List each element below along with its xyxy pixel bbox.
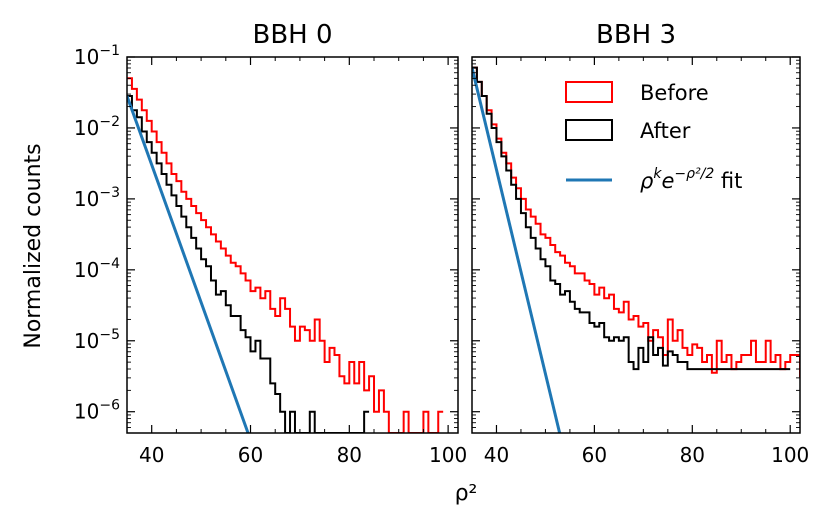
y-tick-label: 10−6 <box>74 398 120 424</box>
x-tick-label: 60 <box>582 443 607 467</box>
panel-0: BBH 0 40 60 80 100 10−1 10−2 10−3 10−4 10−5 10−6 <box>74 20 467 467</box>
x-tick-label: 40 <box>484 443 509 467</box>
fit-line <box>127 95 250 433</box>
legend-after-swatch <box>565 119 613 141</box>
x-tick-label: 80 <box>680 443 705 467</box>
y-tick-label: 10−2 <box>74 114 120 140</box>
y-tick-label: 10−5 <box>74 327 120 353</box>
series-after-line <box>127 95 370 433</box>
panels-group: BBH 040 60 80 10010−110−210−310−410−510−6BB… <box>74 20 809 467</box>
x-tick-label: 80 <box>337 443 362 467</box>
x-tick-label: 100 <box>771 443 809 467</box>
series-after-line <box>472 66 791 371</box>
axes-frame <box>126 56 459 434</box>
legend-before-label: Before <box>640 81 709 105</box>
legend-fit-label: ρke−ρ²/2 fit <box>640 166 742 193</box>
panel-title: BBH 0 <box>252 20 332 50</box>
y-tick-label: 10−3 <box>74 185 120 211</box>
y-tick-label: 10−1 <box>74 43 120 69</box>
fit-line <box>472 67 562 433</box>
panel-title: BBH 3 <box>596 20 676 50</box>
panel-1: BBH 3 40 60 80 100 <box>471 20 809 467</box>
legend: Before After ρke−ρ²/2 fit <box>565 81 742 193</box>
y-tick-label: 10−4 <box>74 256 120 282</box>
x-axis-label: ρ² <box>455 481 478 506</box>
x-tick-label: 100 <box>429 443 467 467</box>
series-before-line <box>472 66 800 378</box>
axes-frame <box>471 56 801 434</box>
legend-after-label: After <box>640 119 691 143</box>
series-before-line <box>127 77 444 433</box>
legend-before-swatch <box>565 81 613 103</box>
x-tick-label: 40 <box>139 443 164 467</box>
y-axis-label: Normalized counts <box>21 143 46 348</box>
x-tick-label: 60 <box>238 443 263 467</box>
